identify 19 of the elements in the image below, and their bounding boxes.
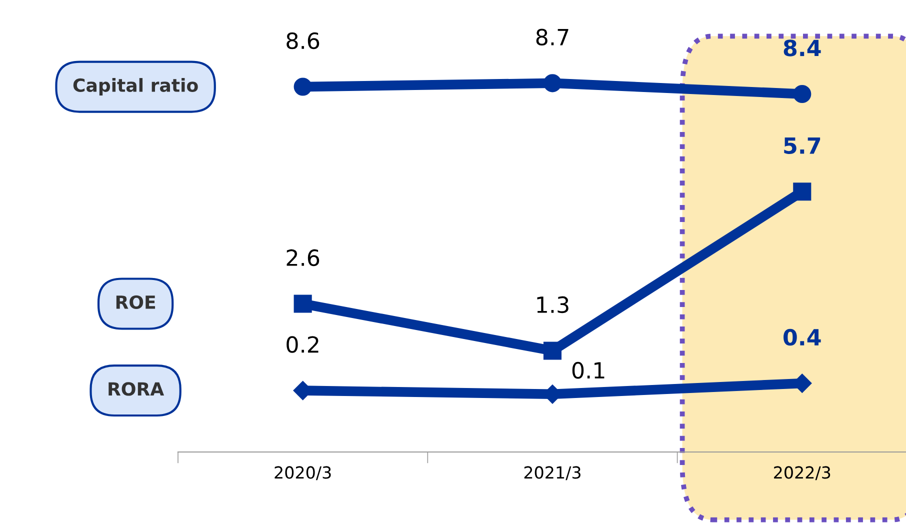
point bbox=[294, 294, 312, 313]
text: RORA bbox=[108, 382, 164, 396]
data-label: 5.7 bbox=[784, 137, 820, 154]
point bbox=[294, 78, 312, 96]
x-tick-label: 2020/3 bbox=[274, 466, 331, 480]
data-label: 0.2 bbox=[286, 336, 318, 353]
point bbox=[543, 342, 562, 360]
data-label: 1.3 bbox=[537, 296, 568, 314]
x-tick-label: 2021/3 bbox=[524, 466, 580, 480]
x-tick-label: 2022/3 bbox=[774, 466, 830, 480]
data-label: 0.1 bbox=[572, 362, 604, 379]
point bbox=[543, 74, 562, 92]
data-label: 8.6 bbox=[286, 32, 320, 50]
data-label: 2.6 bbox=[286, 249, 320, 266]
data-label: 8.4 bbox=[784, 40, 821, 56]
data-label: 8.7 bbox=[536, 28, 568, 46]
data-label: 0.4 bbox=[784, 328, 821, 346]
text: Capital ratio bbox=[73, 78, 198, 96]
text: ROE bbox=[116, 295, 156, 309]
